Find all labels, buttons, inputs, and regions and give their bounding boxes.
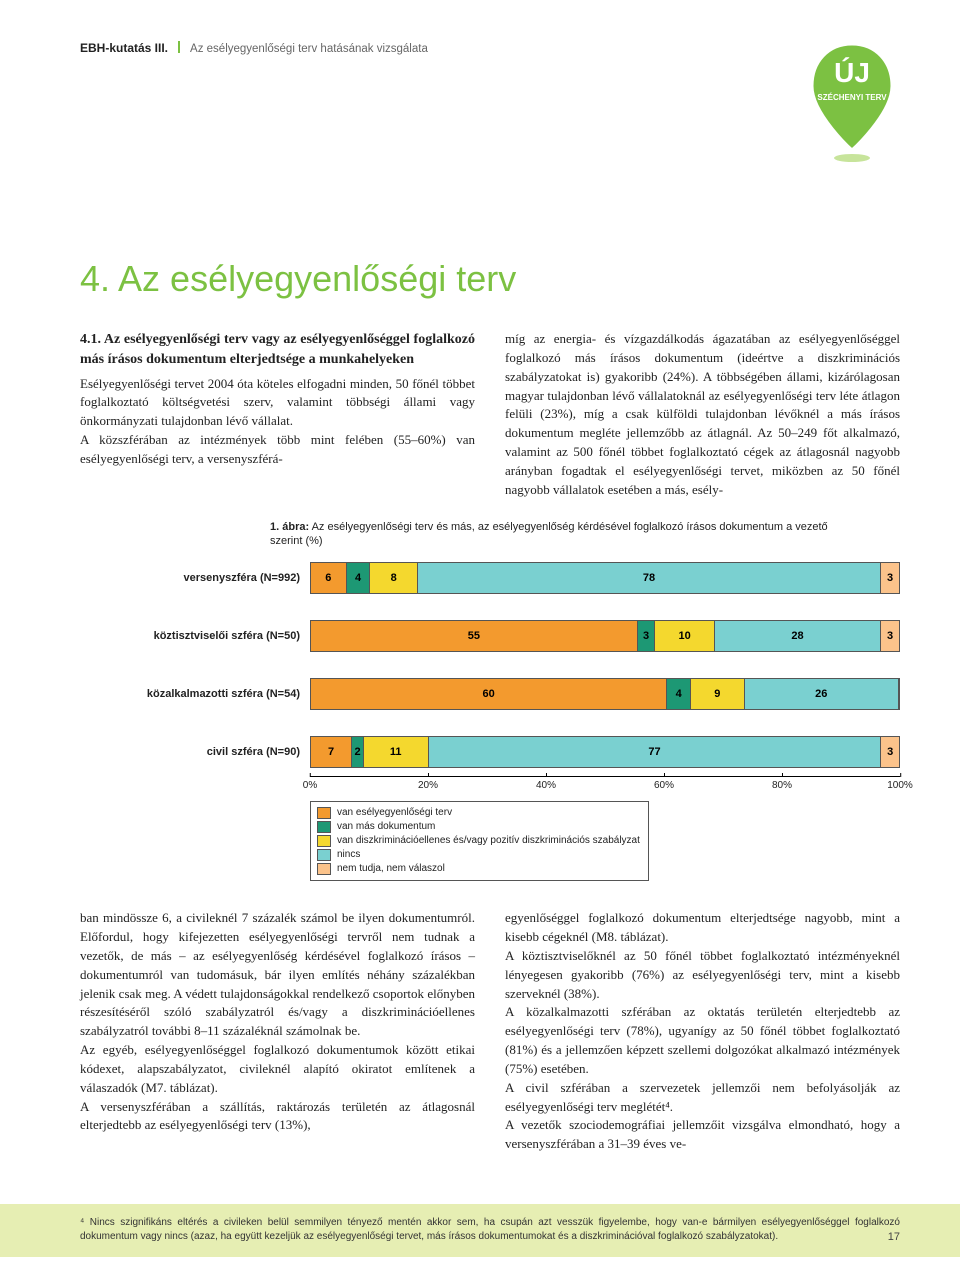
legend-label: nem tudja, nem válaszol: [337, 862, 445, 876]
page-title: 4. Az esélyegyenlőségi terv: [80, 258, 900, 300]
chart-segment: 60: [311, 679, 667, 709]
figure-caption-text: Az esélyegyenlőségi terv és más, az esél…: [270, 521, 828, 547]
page-header: EBH-kutatás III. Az esélyegyenlőségi ter…: [80, 40, 900, 168]
axis-tick: 0%: [303, 777, 317, 791]
chart-segment: 10: [655, 621, 714, 651]
axis-tick: 60%: [654, 777, 674, 791]
chart-legend: van esélyegyenlőségi tervvan más dokumen…: [310, 801, 649, 881]
legend-label: van esélyegyenlőségi terv: [337, 806, 452, 820]
svg-text:SZÉCHENYI TERV: SZÉCHENYI TERV: [817, 93, 887, 102]
header-subtitle: Az esélyegyenlőségi terv hatásának vizsg…: [190, 43, 428, 55]
para-top-left: Esélyegyenlőségi tervet 2004 óta köteles…: [80, 375, 475, 469]
chart-segment: 2: [352, 737, 364, 767]
chart-bar: 648783: [310, 562, 900, 594]
legend-label: van diszkriminációellenes és/vagy pozití…: [337, 834, 640, 848]
chart-segment: 3: [881, 737, 899, 767]
para-bottom-left: ban mindössze 6, a civileknél 7 százalék…: [80, 909, 475, 1135]
legend-swatch: [317, 835, 331, 847]
footnote-text: ⁴ Nincs szignifikáns eltérés a civileken…: [80, 1217, 900, 1242]
col-right-top: míg az energia- és vízgazdálkodás ágazat…: [505, 330, 900, 500]
top-columns: 4.1. Az esélyegyenlőségi terv vagy az es…: [80, 330, 900, 500]
axis-tick: 20%: [418, 777, 438, 791]
figure-caption: 1. ábra: Az esélyegyenlőségi terv és más…: [270, 520, 830, 549]
col-left-bottom: ban mindössze 6, a civileknél 7 százalék…: [80, 909, 475, 1154]
legend-swatch: [317, 821, 331, 833]
legend-item: nincs: [317, 848, 640, 862]
col-right-bottom: egyenlőséggel foglalkozó dokumentum elte…: [505, 909, 900, 1154]
figure-caption-lead: 1. ábra:: [270, 521, 309, 533]
section-heading: 4.1. Az esélyegyenlőségi terv vagy az es…: [80, 330, 475, 371]
header-left: EBH-kutatás III. Az esélyegyenlőségi ter…: [80, 40, 428, 55]
legend-item: van esélyegyenlőségi terv: [317, 806, 640, 820]
chart-row: versenyszféra (N=992)648783: [80, 562, 900, 594]
chart-segment: 3: [638, 621, 656, 651]
chart-row-label: közalkalmazotti szféra (N=54): [80, 688, 310, 700]
legend-label: nincs: [337, 848, 360, 862]
legend-label: van más dokumentum: [337, 820, 435, 834]
chart-segment: 11: [364, 737, 429, 767]
chart-segment: 9: [691, 679, 744, 709]
page-number: 17: [888, 1231, 900, 1243]
chart-segment: 6: [311, 563, 347, 593]
chart-bar: 55310283: [310, 620, 900, 652]
chart-x-axis: 0%20%40%60%80%100%: [310, 776, 900, 795]
chart-row-label: versenyszféra (N=992): [80, 572, 310, 584]
chart-segment: 4: [347, 563, 371, 593]
axis-tick: 100%: [887, 777, 913, 791]
szechenyi-logo: ÚJ SZÉCHENYI TERV: [804, 40, 900, 168]
chart-segment: 78: [418, 563, 881, 593]
legend-item: van más dokumentum: [317, 820, 640, 834]
legend-swatch: [317, 849, 331, 861]
chart-row: közalkalmazotti szféra (N=54)604926: [80, 678, 900, 710]
axis-tick: 40%: [536, 777, 556, 791]
chart-segment: 3: [881, 563, 899, 593]
chart-segment: 28: [715, 621, 881, 651]
chart-segment: 55: [311, 621, 638, 651]
chart-row: civil szféra (N=90)7211773: [80, 736, 900, 768]
chart-bar: 604926: [310, 678, 900, 710]
chart-segment: 77: [429, 737, 882, 767]
footnote: ⁴ Nincs szignifikáns eltérés a civileken…: [0, 1204, 960, 1257]
legend-item: van diszkriminációellenes és/vagy pozití…: [317, 834, 640, 848]
stacked-bar-chart: versenyszféra (N=992)648783köztisztvisel…: [80, 562, 900, 768]
chart-row: köztisztviselői szféra (N=50)55310283: [80, 620, 900, 652]
chart-row-label: köztisztviselői szféra (N=50): [80, 630, 310, 642]
chart-segment: 4: [667, 679, 691, 709]
axis-tick: 80%: [772, 777, 792, 791]
chart-segment: 3: [881, 621, 899, 651]
bottom-columns: ban mindössze 6, a civileknél 7 százalék…: [80, 909, 900, 1154]
legend-item: nem tudja, nem válaszol: [317, 862, 640, 876]
legend-swatch: [317, 863, 331, 875]
legend-swatch: [317, 807, 331, 819]
chart-segment: 26: [745, 679, 899, 709]
chart-segment: 8: [370, 563, 418, 593]
para-bottom-right: egyenlőséggel foglalkozó dokumentum elte…: [505, 909, 900, 1154]
series-title: EBH-kutatás III.: [80, 41, 168, 55]
chart-row-label: civil szféra (N=90): [80, 746, 310, 758]
svg-text:ÚJ: ÚJ: [834, 57, 870, 88]
chart-segment: 7: [311, 737, 352, 767]
para-top-right: míg az energia- és vízgazdálkodás ágazat…: [505, 330, 900, 500]
col-left-top: 4.1. Az esélyegyenlőségi terv vagy az es…: [80, 330, 475, 500]
chart-bar: 7211773: [310, 736, 900, 768]
header-divider: [178, 41, 180, 53]
